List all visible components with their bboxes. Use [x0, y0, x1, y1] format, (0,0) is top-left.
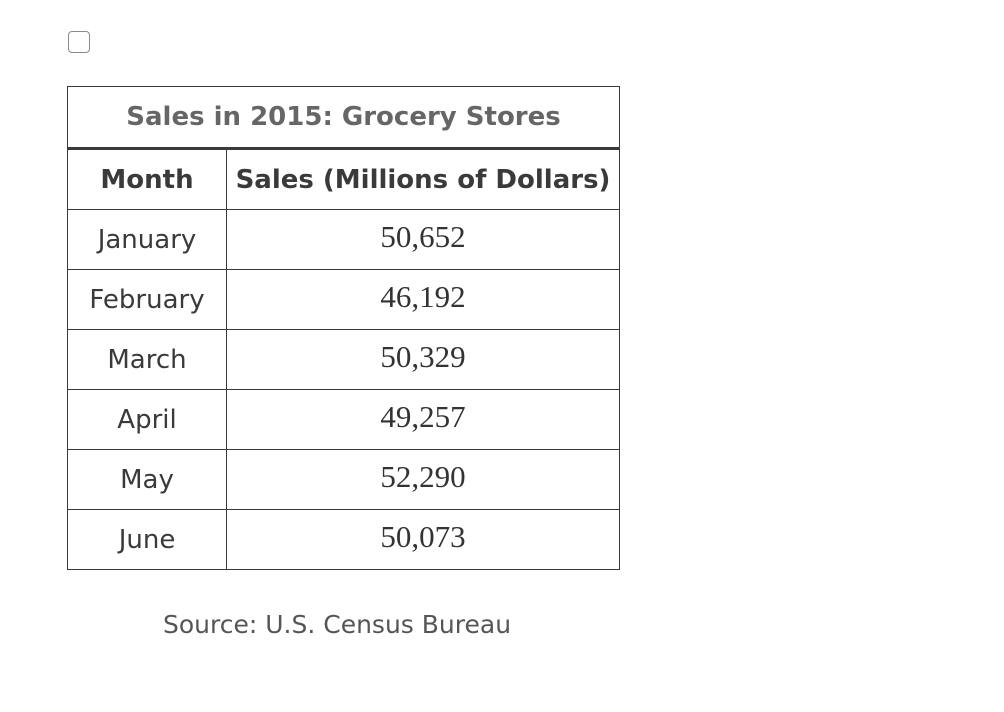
month-column-header: Month: [67, 148, 227, 210]
table-title: Sales in 2015: Grocery Stores: [66, 86, 621, 150]
sales-table: Sales in 2015: Grocery Stores Month Sale…: [66, 86, 621, 570]
table-row: March 50,329: [67, 329, 621, 390]
month-cell: March: [67, 329, 227, 390]
month-cell: May: [67, 449, 227, 510]
month-cell: April: [67, 389, 227, 450]
sales-cell: 46,192: [225, 269, 621, 330]
table-row: February 46,192: [67, 269, 621, 330]
sales-cell: 50,329: [225, 329, 621, 390]
source-note: Source: U.S. Census Bureau: [163, 610, 512, 639]
answer-checkbox[interactable]: [68, 31, 90, 53]
table-row: June 50,073: [67, 509, 621, 570]
month-cell: June: [67, 509, 227, 570]
sales-column-header: Sales (Millions of Dollars): [225, 148, 621, 210]
table-header-row: Month Sales (Millions of Dollars): [67, 148, 621, 210]
month-cell: January: [67, 209, 227, 270]
table-row: January 50,652: [67, 209, 621, 270]
sales-cell: 52,290: [225, 449, 621, 510]
table-row: April 49,257: [67, 389, 621, 450]
sales-cell: 50,073: [225, 509, 621, 570]
month-cell: February: [67, 269, 227, 330]
table-caption-row: Sales in 2015: Grocery Stores: [66, 86, 621, 150]
sales-cell: 50,652: [225, 209, 621, 270]
sales-cell: 49,257: [225, 389, 621, 450]
table-row: May 52,290: [67, 449, 621, 510]
